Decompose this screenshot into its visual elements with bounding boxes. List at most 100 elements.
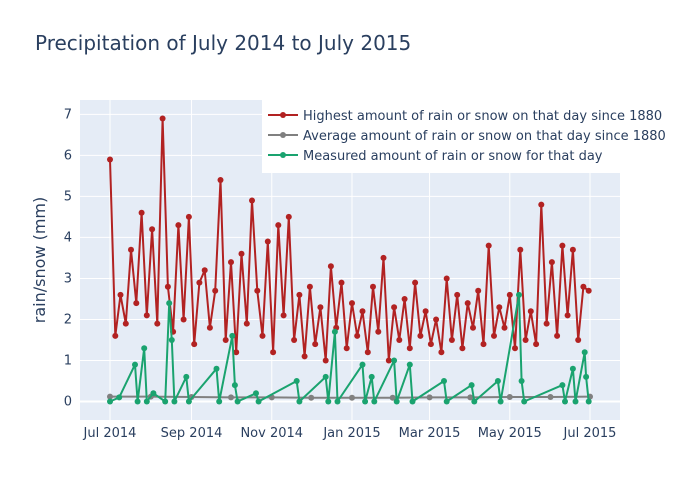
data-point (438, 349, 445, 356)
data-point (364, 349, 371, 356)
legend-label: Average amount of rain or snow on that d… (303, 129, 666, 144)
legend[interactable]: Highest amount of rain or snow on that d… (262, 100, 700, 173)
data-point (171, 398, 178, 405)
data-point (228, 394, 234, 401)
data-point (516, 291, 522, 298)
data-point (443, 275, 450, 282)
data-point (122, 320, 129, 327)
data-point (380, 254, 387, 261)
data-point (406, 345, 413, 352)
data-point (527, 308, 534, 315)
data-point (433, 316, 440, 323)
data-point (349, 300, 355, 307)
data-point (308, 394, 315, 401)
data-point (317, 304, 324, 311)
legend-marker-icon (280, 152, 286, 158)
data-point (496, 304, 503, 311)
data-point (331, 328, 338, 335)
y-tick-label: 1 (64, 354, 72, 369)
data-point (212, 287, 219, 294)
y-tick-label: 4 (64, 230, 72, 245)
data-point (491, 332, 497, 339)
y-tick-label: 2 (64, 312, 72, 327)
data-point (454, 291, 461, 298)
y-tick-label: 5 (64, 189, 72, 204)
x-tick-label: Nov 2014 (240, 426, 303, 441)
data-point (343, 345, 350, 352)
data-point (306, 283, 313, 290)
data-point (191, 341, 198, 348)
data-point (166, 300, 173, 307)
y-tick-label: 3 (64, 271, 72, 286)
data-point (512, 345, 518, 352)
data-point (275, 222, 282, 229)
data-point (569, 246, 576, 253)
data-point (216, 398, 223, 405)
data-point (168, 337, 175, 343)
y-axis-title: rain/snow (mm) (30, 197, 49, 323)
data-point (334, 398, 341, 405)
data-point (162, 398, 169, 405)
data-point (327, 263, 334, 270)
y-tick-label: 0 (64, 395, 72, 410)
data-point (562, 398, 568, 405)
data-point (564, 312, 571, 319)
data-point (349, 394, 355, 401)
data-point (371, 398, 378, 405)
data-point (497, 398, 504, 405)
data-point (149, 226, 156, 233)
data-point (370, 283, 376, 290)
data-point (253, 390, 259, 397)
data-point (259, 332, 266, 339)
data-point (183, 373, 190, 380)
x-tick-label: May 2015 (478, 426, 542, 441)
data-point (409, 398, 416, 405)
data-point (559, 242, 566, 249)
chart-title: Precipitation of July 2014 to July 2015 (35, 31, 411, 55)
data-point (412, 279, 419, 286)
data-point (229, 332, 236, 339)
data-point (471, 398, 478, 405)
data-point (112, 332, 119, 339)
data-point (107, 398, 113, 405)
data-point (396, 337, 403, 343)
x-tick-label: Jul 2014 (83, 426, 137, 441)
legend-item[interactable]: Highest amount of rain or snow on that d… (268, 109, 662, 124)
data-point (270, 349, 277, 356)
data-point (107, 393, 113, 400)
data-point (427, 341, 434, 348)
legend-item[interactable]: Average amount of rain or snow on that d… (268, 129, 666, 144)
series-2 (107, 291, 592, 405)
data-point (206, 324, 213, 331)
data-point (296, 291, 303, 298)
data-point (180, 316, 187, 323)
data-point (312, 341, 319, 348)
data-point (264, 238, 271, 245)
data-point (133, 300, 140, 307)
data-point (585, 287, 592, 294)
data-point (494, 378, 501, 384)
data-point (389, 394, 396, 401)
data-point (393, 398, 400, 405)
data-point (296, 398, 303, 405)
data-point (233, 349, 240, 356)
data-point (406, 361, 413, 368)
data-point (301, 353, 308, 360)
data-point (243, 320, 250, 327)
data-point (368, 373, 375, 380)
data-point (234, 398, 241, 405)
data-point (185, 213, 192, 220)
data-point (354, 332, 361, 339)
legend-label: Highest amount of rain or snow on that d… (303, 109, 662, 124)
data-point (467, 394, 474, 401)
legend-item[interactable]: Measured amount of rain or snow for that… (268, 149, 603, 164)
x-tick-label: Mar 2015 (399, 426, 461, 441)
data-point (143, 312, 150, 319)
legend-background (262, 100, 700, 173)
data-point (141, 345, 148, 352)
data-point (375, 328, 382, 335)
data-point (164, 283, 171, 290)
data-point (280, 312, 287, 319)
series-0 (107, 115, 592, 364)
data-point (322, 373, 329, 380)
